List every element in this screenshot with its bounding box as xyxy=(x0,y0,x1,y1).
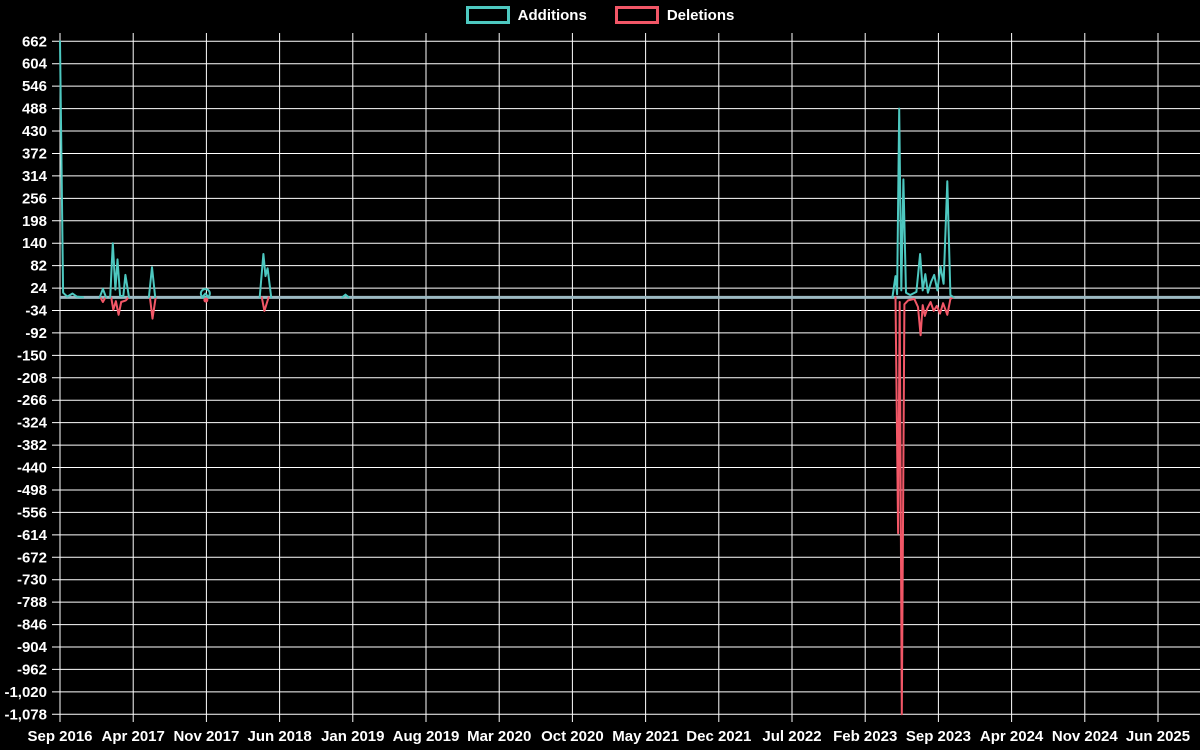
deletions-line xyxy=(260,296,270,312)
y-axis-tick-label: -614 xyxy=(17,527,48,544)
y-axis-tick-label: -208 xyxy=(17,370,47,387)
x-axis-tick-label: Jan 2019 xyxy=(321,728,384,745)
y-axis-tick-label: -788 xyxy=(17,594,47,611)
y-axis-tick-label: 24 xyxy=(30,280,47,297)
y-axis-tick-label: -1,078 xyxy=(4,706,47,723)
x-axis-tick-label: Mar 2020 xyxy=(467,728,531,745)
additions-line xyxy=(201,292,210,299)
additions-line xyxy=(891,107,955,299)
x-axis-tick-label: Nov 2017 xyxy=(173,728,239,745)
y-axis-tick-label: 488 xyxy=(22,101,47,118)
y-axis-tick-label: -92 xyxy=(25,325,47,342)
y-axis-tick-label: 140 xyxy=(22,235,47,252)
x-axis-tick-label: Dec 2021 xyxy=(686,728,751,745)
y-axis-tick-label: 198 xyxy=(22,213,47,230)
x-axis-tick-label: Sep 2023 xyxy=(906,728,971,745)
deletions-line xyxy=(99,296,107,303)
y-axis-tick-label: -324 xyxy=(17,415,48,432)
y-axis-tick-label: 604 xyxy=(22,56,48,73)
legend-item-deletions[interactable]: Deletions xyxy=(614,6,735,24)
legend-item-additions[interactable]: Additions xyxy=(465,6,587,24)
additions-line xyxy=(341,293,350,299)
x-axis-tick-label: Apr 2024 xyxy=(980,728,1044,745)
y-axis-tick-label: -1,020 xyxy=(4,684,47,701)
x-axis-tick-label: Jul 2022 xyxy=(762,728,821,745)
x-axis-tick-label: May 2021 xyxy=(612,728,679,745)
additions-line xyxy=(147,266,157,299)
deletions-line xyxy=(110,296,130,316)
y-axis-tick-label: 546 xyxy=(22,78,47,95)
additions-line xyxy=(59,40,84,299)
y-axis-tick-label: -846 xyxy=(17,617,47,634)
y-axis-tick-label: -150 xyxy=(17,347,47,364)
additions-line xyxy=(98,287,107,299)
deletions-line xyxy=(148,296,157,320)
y-axis-tick-label: 372 xyxy=(22,145,47,162)
y-axis-tick-label: -34 xyxy=(25,303,47,320)
x-axis-tick-label: Sep 2016 xyxy=(27,728,92,745)
y-axis-tick-label: 314 xyxy=(22,168,48,185)
y-axis-tick-label: 82 xyxy=(30,258,47,275)
x-axis-tick-label: Feb 2023 xyxy=(833,728,897,745)
y-axis-tick-label: -904 xyxy=(17,639,48,656)
deletions-line xyxy=(894,296,955,716)
y-axis-tick-label: 662 xyxy=(22,33,47,50)
y-axis-tick-label: -440 xyxy=(17,460,47,477)
y-axis-tick-label: -962 xyxy=(17,661,47,678)
x-axis-tick-label: Jun 2025 xyxy=(1126,728,1190,745)
x-axis-tick-label: Oct 2020 xyxy=(541,728,604,745)
y-axis-tick-label: -498 xyxy=(17,482,47,499)
chart-legend: Additions Deletions xyxy=(0,6,1200,24)
additions-swatch xyxy=(465,6,510,24)
x-axis-tick-label: Nov 2024 xyxy=(1052,728,1119,745)
x-axis-tick-label: Aug 2019 xyxy=(393,728,460,745)
additions-line xyxy=(258,253,273,299)
y-axis-tick-label: -730 xyxy=(17,572,47,589)
additions-line xyxy=(109,242,130,299)
additions-legend-label: Additions xyxy=(517,6,587,24)
x-axis-tick-label: Jun 2018 xyxy=(247,728,311,745)
y-axis-tick-label: -672 xyxy=(17,549,47,566)
y-axis-tick-label: 256 xyxy=(22,190,47,207)
deletions-swatch xyxy=(614,6,659,24)
deletions-point-marker xyxy=(203,297,209,303)
y-axis-tick-label: -382 xyxy=(17,437,47,454)
y-axis-tick-label: 430 xyxy=(22,123,47,140)
x-axis-tick-label: Apr 2017 xyxy=(102,728,165,745)
y-axis-tick-label: -266 xyxy=(17,392,47,409)
y-axis-tick-label: -556 xyxy=(17,504,47,521)
deletions-legend-label: Deletions xyxy=(666,6,735,24)
